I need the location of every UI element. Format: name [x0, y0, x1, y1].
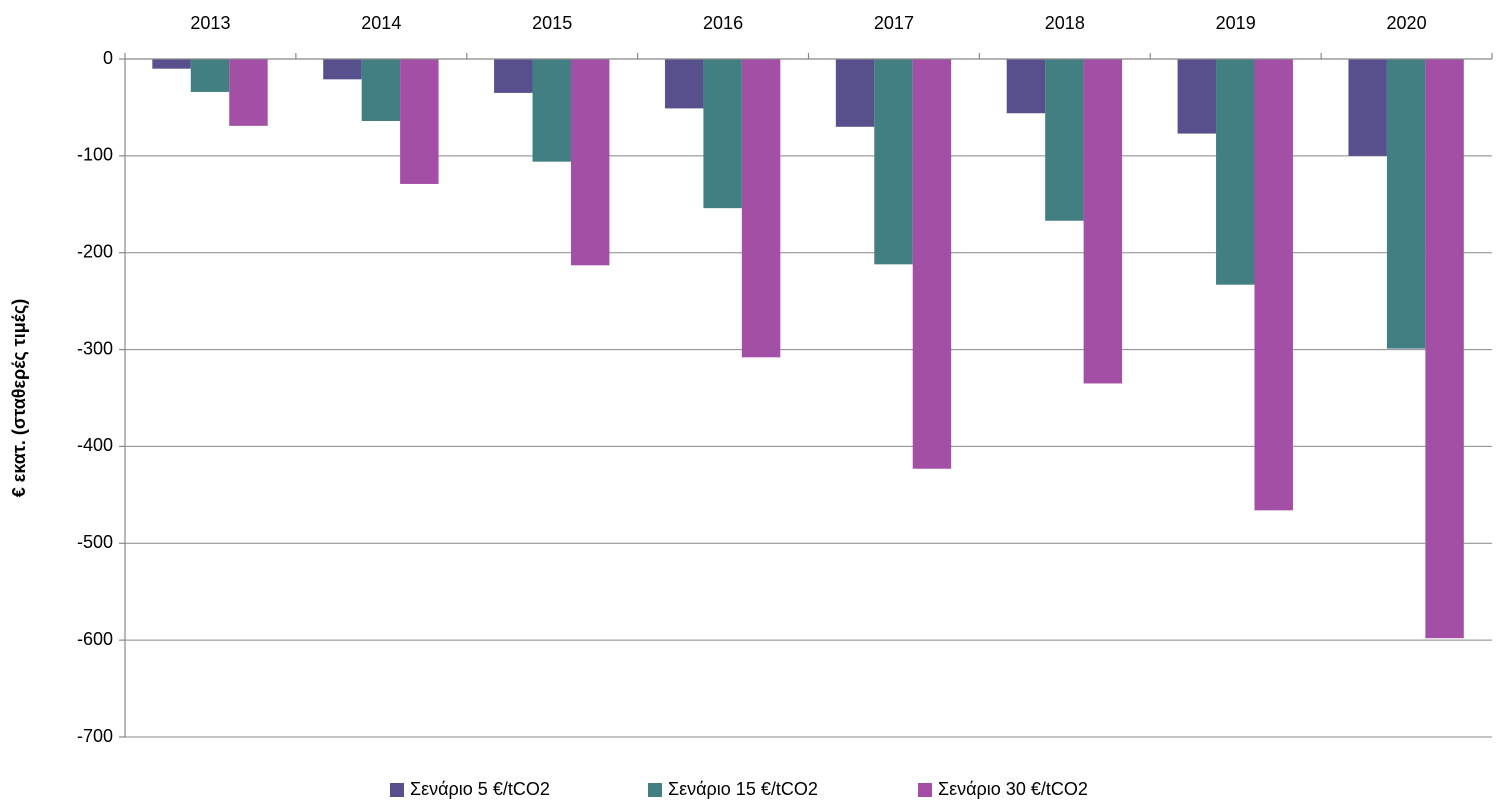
bar [1216, 59, 1255, 285]
bar [323, 59, 362, 80]
legend-label: Σενάριο 30 €/tCO2 [938, 779, 1088, 799]
bar [570, 59, 610, 266]
bar [912, 59, 952, 469]
bar [1006, 59, 1046, 114]
x-tick-label: 2017 [874, 13, 914, 33]
x-tick-label: 2014 [361, 13, 401, 33]
bar [190, 59, 230, 92]
legend-swatch [390, 783, 404, 797]
legend-label: Σενάριο 15 €/tCO2 [668, 779, 818, 799]
legend-swatch [918, 783, 932, 797]
y-axis-label: € εκατ. (σταθερές τιμές) [9, 299, 29, 497]
legend-swatch [648, 783, 662, 797]
y-tick-label: -600 [77, 629, 113, 649]
bar [703, 59, 742, 209]
bar [1386, 59, 1426, 349]
bar [1348, 59, 1387, 156]
bar [494, 59, 533, 93]
bar [874, 59, 913, 265]
x-tick-label: 2013 [190, 13, 230, 33]
bar [400, 59, 439, 184]
y-tick-label: -700 [77, 726, 113, 746]
bar [229, 59, 268, 126]
bar [835, 59, 875, 127]
y-tick-label: -100 [77, 145, 113, 165]
y-tick-label: -400 [77, 435, 113, 455]
x-tick-label: 2016 [703, 13, 743, 33]
x-tick-label: 2018 [1045, 13, 1085, 33]
y-tick-label: -500 [77, 532, 113, 552]
legend-label: Σενάριο 5 €/tCO2 [410, 779, 550, 799]
y-tick-label: 0 [103, 48, 113, 68]
bar [1083, 59, 1123, 384]
bar [1254, 59, 1293, 511]
x-tick-label: 2015 [532, 13, 572, 33]
y-tick-label: -200 [77, 241, 113, 261]
bar [1045, 59, 1084, 221]
bar [361, 59, 401, 121]
bar [664, 59, 704, 109]
x-tick-label: 2020 [1387, 13, 1427, 33]
bar [532, 59, 571, 162]
bar [1177, 59, 1217, 134]
bar [1425, 59, 1464, 639]
bar [152, 59, 191, 69]
bar [741, 59, 781, 358]
x-tick-label: 2019 [1216, 13, 1256, 33]
y-tick-label: -300 [77, 338, 113, 358]
